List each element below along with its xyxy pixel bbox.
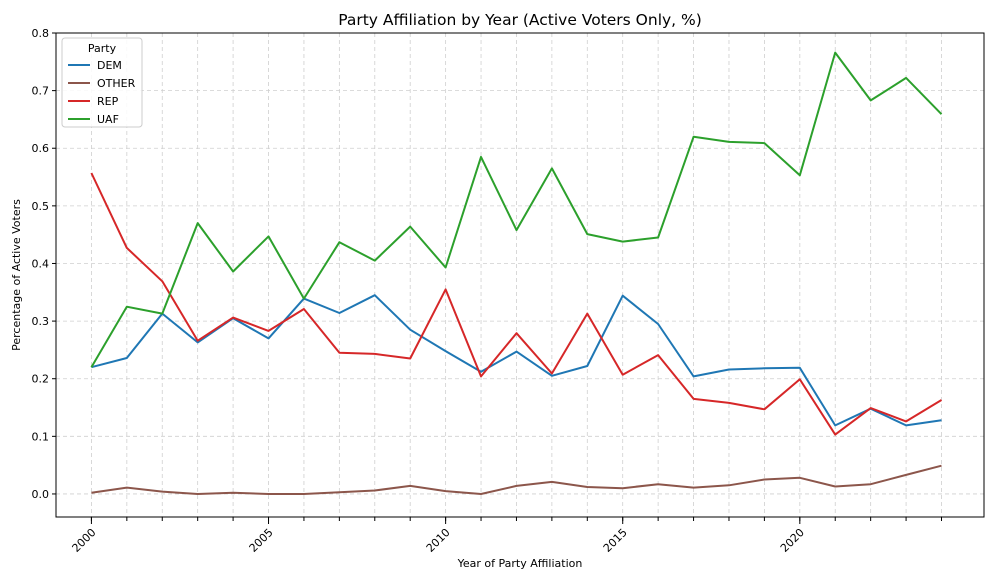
y-axis: 0.0 0.1 0.2 0.3 0.4 0.5 0.6 0.7 0.8 (32, 27, 56, 501)
y-tick-label: 0.0 (32, 488, 50, 501)
y-axis-label: Percentage of Active Voters (10, 199, 23, 351)
series-line-other (91, 464, 942, 495)
series-line-uaf (90, 51, 943, 368)
y-tick-label: 0.7 (32, 85, 50, 98)
y-tick-label: 0.3 (32, 315, 50, 328)
x-tick-label: 2010 (424, 526, 453, 555)
y-tick-label: 0.6 (32, 142, 50, 155)
legend-label-uaf: UAF (97, 113, 119, 126)
y-tick-label: 0.8 (32, 27, 50, 40)
x-tick-label: 2020 (778, 526, 807, 555)
legend-label-dem: DEM (97, 59, 122, 72)
series-line-rep (90, 172, 943, 436)
grid (56, 32, 984, 517)
y-tick-label: 0.2 (32, 373, 50, 386)
series-lines (90, 51, 943, 495)
y-tick-label: 0.5 (32, 200, 50, 213)
plot-frame (55, 32, 985, 518)
x-tick-label: 2000 (70, 526, 99, 555)
legend-box (61, 37, 143, 128)
legend: Party DEM OTHER REP UAF (61, 37, 143, 128)
y-tick-label: 0.1 (32, 430, 50, 443)
y-tick-label: 0.4 (32, 257, 50, 270)
legend-label-other: OTHER (97, 77, 136, 90)
chart-title: Party Affiliation by Year (Active Voters… (338, 11, 702, 29)
x-axis: 2000 2005 2010 2015 2020 (70, 517, 942, 555)
x-tick-label: 2005 (247, 526, 276, 555)
legend-label-rep: REP (97, 95, 119, 108)
x-tick-label: 2015 (601, 526, 630, 555)
x-axis-label: Year of Party Affiliation (457, 557, 583, 570)
legend-title: Party (88, 42, 117, 55)
